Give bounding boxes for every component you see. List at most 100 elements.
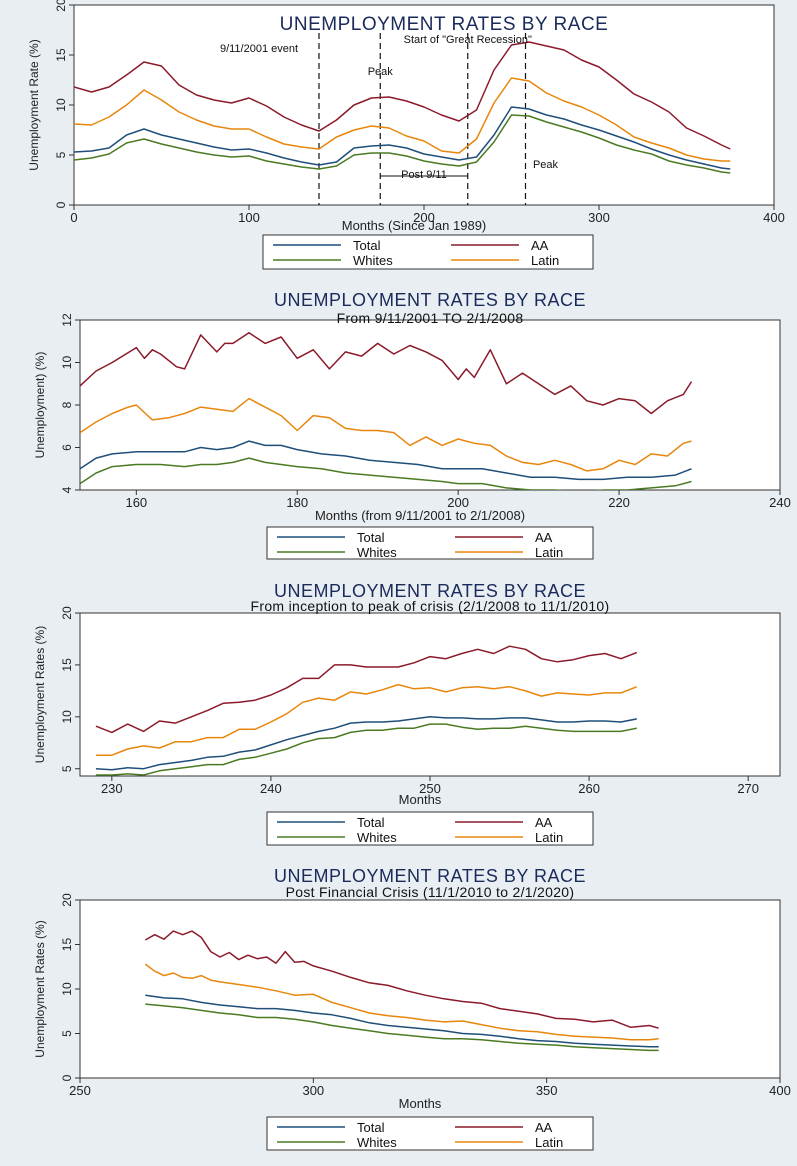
legend: Total AA Whites Latin — [266, 1116, 594, 1151]
legend-box — [266, 811, 594, 846]
y-tick-label: 5 — [60, 1030, 74, 1037]
y-tick-label: 0 — [54, 201, 68, 208]
plot-area — [79, 612, 781, 777]
y-tick-label: 10 — [60, 710, 74, 724]
series-line-latin — [95, 683, 638, 756]
legend-label-whites: Whites — [357, 545, 397, 560]
annotation-label: Peak — [368, 66, 394, 78]
x-tick-label: 300 — [588, 210, 610, 225]
legend-label-total: Total — [357, 815, 385, 830]
y-tick-label: 10 — [60, 982, 74, 996]
legend-label-whites: Whites — [357, 830, 397, 845]
y-tick-label: 5 — [60, 765, 74, 772]
x-tick-label: 240 — [260, 781, 282, 796]
chart-panel-2: 4 6 8 10 12 160 180 200 220 240 Months (from 9/11/… — [33, 290, 791, 560]
legend: Total AA Whites Latin — [266, 526, 594, 560]
x-axis-label: Months (Since Jan 1989) — [342, 218, 487, 233]
y-tick-label: 10 — [54, 98, 68, 112]
x-tick-label: 260 — [578, 781, 600, 796]
series-line-whites — [145, 1003, 659, 1052]
legend-label-aa: AA — [535, 1120, 553, 1135]
y-tick-label: 5 — [54, 151, 68, 158]
y-axis-label: Unemployment Rates (%) — [33, 920, 47, 1057]
annotation-label: Start of "Great Recession" — [404, 34, 532, 46]
series-line-aa — [80, 332, 693, 415]
x-tick-label: 240 — [769, 495, 791, 510]
annotation-label: 9/11/2001 event — [220, 43, 298, 55]
series-line-aa — [144, 930, 659, 1029]
chart-subtitle: From 9/11/2001 TO 2/1/2008 — [337, 310, 524, 326]
x-axis-label: Months — [399, 792, 442, 807]
legend-label-aa: AA — [531, 238, 549, 253]
legend: Total AA Whites Latin — [266, 811, 594, 846]
x-tick-label: 270 — [737, 781, 759, 796]
series-line-latin — [144, 963, 659, 1041]
legend-box — [266, 526, 594, 560]
y-tick-label: 20 — [60, 893, 74, 907]
series-line-aa — [74, 41, 731, 150]
annotation-label: Post 9/11 — [401, 169, 447, 181]
y-tick-label: 15 — [60, 938, 74, 952]
y-tick-label: 15 — [60, 658, 74, 672]
y-axis-label: Unemployment Rate (%) — [27, 39, 41, 170]
series-line-total — [80, 440, 692, 481]
annotation-label: Peak — [533, 159, 559, 171]
legend-label-whites: Whites — [353, 253, 393, 268]
legend-label-aa: AA — [535, 815, 553, 830]
y-tick-label: 15 — [54, 48, 68, 62]
chart-title: UNEMPLOYMENT RATES BY RACE — [274, 866, 586, 886]
series-line-total — [74, 106, 731, 170]
x-tick-label: 100 — [238, 210, 260, 225]
y-tick-label: 10 — [60, 356, 74, 370]
plot-area — [79, 319, 781, 491]
chart-panel-3: 5 10 15 20 230 240 250 260 270 Months Unemployment… — [33, 581, 781, 846]
chart-title: UNEMPLOYMENT RATES BY RACE — [274, 581, 586, 601]
legend-label-total: Total — [353, 238, 381, 253]
legend-label-latin: Latin — [535, 545, 563, 560]
legend-label-total: Total — [357, 530, 385, 545]
legend-label-total: Total — [357, 1120, 385, 1135]
series-line-whites — [74, 114, 731, 174]
chart-subtitle: From inception to peak of crisis (2/1/20… — [251, 598, 610, 614]
series-line-whites — [80, 457, 692, 490]
series-line-whites — [95, 723, 637, 776]
y-axis-label: Unemployment) (%) — [33, 352, 47, 459]
chart-subtitle: Post Financial Crisis (11/1/2010 to 2/1/… — [286, 884, 575, 900]
y-tick-label: 8 — [60, 401, 74, 408]
x-tick-label: 180 — [286, 495, 308, 510]
x-tick-label: 200 — [413, 210, 435, 225]
x-tick-label: 160 — [125, 495, 147, 510]
legend-label-latin: Latin — [535, 830, 563, 845]
legend-label-aa: AA — [535, 530, 553, 545]
y-tick-label: 0 — [60, 1074, 74, 1081]
x-tick-label: 230 — [101, 781, 123, 796]
series-line-latin — [80, 397, 692, 472]
x-tick-label: 250 — [419, 781, 441, 796]
x-tick-label: 300 — [302, 1083, 324, 1098]
y-tick-label: 6 — [60, 444, 74, 451]
y-tick-label: 20 — [60, 606, 74, 620]
plot-area — [79, 899, 781, 1079]
legend-label-latin: Latin — [535, 1135, 563, 1150]
x-tick-label: 250 — [69, 1083, 91, 1098]
y-tick-label: 12 — [60, 313, 74, 327]
x-tick-label: 0 — [70, 210, 77, 225]
legend-label-latin: Latin — [531, 253, 559, 268]
x-tick-label: 200 — [447, 495, 469, 510]
chart-panel-4: 0 5 10 15 20 250 300 350 400 Months Unemployment R… — [33, 866, 791, 1151]
chart-title: UNEMPLOYMENT RATES BY RACE — [280, 14, 609, 35]
chart-title: UNEMPLOYMENT RATES BY RACE — [274, 290, 586, 310]
x-tick-label: 400 — [769, 1083, 791, 1098]
legend-box — [262, 234, 594, 270]
y-axis-label: Unemployment Rates (%) — [33, 626, 47, 763]
series-line-total — [145, 994, 659, 1048]
series-line-aa — [95, 645, 638, 734]
x-axis-label: Months — [399, 1096, 442, 1111]
legend-label-whites: Whites — [357, 1135, 397, 1150]
legend: Total AA Whites Latin — [262, 234, 594, 270]
x-axis-label: Months (from 9/11/2001 to 2/1/2008) — [315, 508, 525, 523]
y-tick-label: 4 — [60, 486, 74, 493]
x-tick-label: 400 — [763, 210, 785, 225]
x-tick-label: 350 — [536, 1083, 558, 1098]
